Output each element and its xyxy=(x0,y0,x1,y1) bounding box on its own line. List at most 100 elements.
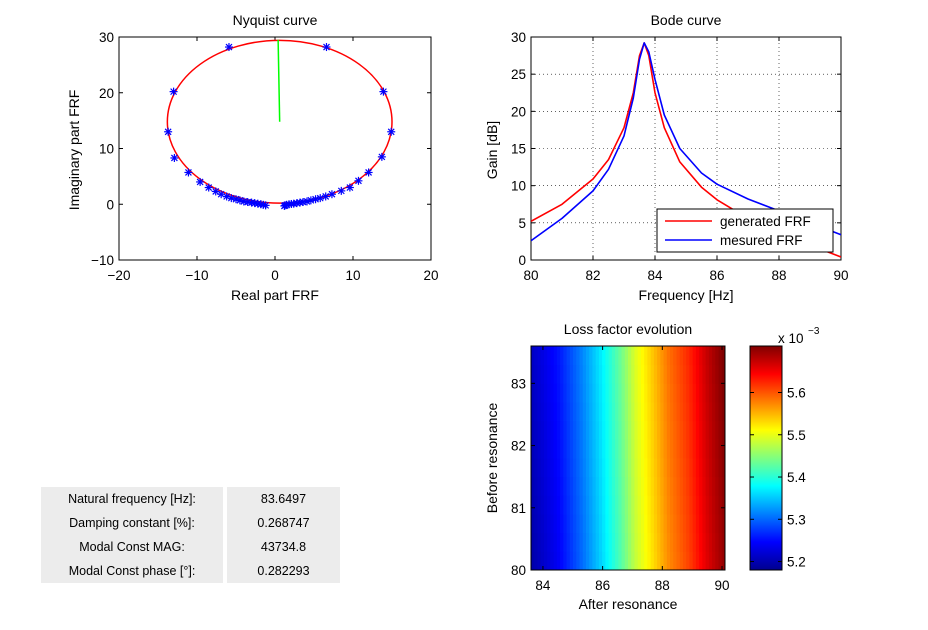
heatmap-cell xyxy=(644,346,648,366)
heatmap-cell xyxy=(660,458,665,478)
heatmap-cell xyxy=(628,532,632,552)
x-tick-label: 20 xyxy=(423,268,438,283)
heatmap-cell xyxy=(673,383,677,403)
heatmap-cell xyxy=(582,551,587,571)
marker-stroke xyxy=(262,201,270,209)
measured-point-marker xyxy=(204,183,213,192)
heatmap-cell xyxy=(628,514,632,534)
heatmap-cell xyxy=(637,364,642,384)
heatmap-cell xyxy=(598,514,603,534)
heatmap-cell xyxy=(628,402,632,422)
heatmap-cell xyxy=(592,346,597,366)
heatmap-cell xyxy=(585,402,590,422)
heatmap-cell xyxy=(699,439,703,459)
heatmap-cell xyxy=(605,439,610,459)
heatmap-cell xyxy=(712,346,716,366)
heatmap-cell xyxy=(540,532,545,552)
heatmap-cell xyxy=(547,551,551,571)
heatmap-cell xyxy=(566,458,571,478)
heatmap-cell xyxy=(540,383,545,403)
heatmap-cell xyxy=(621,495,626,515)
heatmap-cell xyxy=(618,551,623,571)
heatmap-cell xyxy=(621,402,626,422)
heatmap-cell xyxy=(556,532,561,552)
heatmap-cell xyxy=(589,420,593,440)
heatmap-cell xyxy=(705,364,710,384)
heatmap-cell xyxy=(640,402,645,422)
heatmap-cell xyxy=(592,495,597,515)
heatmap-cell xyxy=(602,346,606,366)
heatmap-xlabel: After resonance xyxy=(579,596,678,612)
heatmap-cell xyxy=(608,476,613,496)
heatmap-cell xyxy=(598,476,603,496)
heatmap-cell xyxy=(563,364,568,384)
heatmap-cell xyxy=(621,346,626,366)
heatmap-cell xyxy=(550,476,555,496)
heatmap-cell xyxy=(637,458,642,478)
heatmap-cell xyxy=(621,551,626,571)
info-value: 0.282293 xyxy=(227,559,340,583)
heatmap-cell xyxy=(715,514,720,534)
heatmap-cell xyxy=(660,551,665,571)
heatmap-cell xyxy=(640,439,645,459)
heatmap-cell xyxy=(573,439,577,459)
heatmap-cell xyxy=(624,514,629,534)
heatmap-cell xyxy=(560,439,564,459)
heatmap-cell xyxy=(615,439,619,459)
y-tick-label: 30 xyxy=(511,30,526,45)
y-tick-label: 81 xyxy=(511,501,526,516)
heatmap-cell xyxy=(582,364,587,384)
heatmap-cell xyxy=(611,514,616,534)
heatmap-cell xyxy=(540,346,545,366)
heatmap-cell xyxy=(602,458,606,478)
heatmap-cell xyxy=(692,476,697,496)
bode-plot: Bode curve 80 82 84 86 88 90 0 5 10 15 20 25 30 gene… xyxy=(484,12,849,303)
heatmap-cell xyxy=(712,420,716,440)
heatmap-cell xyxy=(637,402,642,422)
heatmap-cell xyxy=(631,439,635,459)
heatmap-cell xyxy=(569,551,574,571)
heatmap-cell xyxy=(595,551,600,571)
heatmap-cell xyxy=(531,495,535,515)
heatmap-title: Loss factor evolution xyxy=(564,321,692,337)
heatmap-cell xyxy=(637,439,642,459)
heatmap-cell xyxy=(608,383,613,403)
heatmap-cell xyxy=(692,495,697,515)
heatmap-cell xyxy=(637,383,642,403)
heatmap-cell xyxy=(543,402,548,422)
heatmap-cell xyxy=(553,495,558,515)
heatmap-cell xyxy=(660,439,665,459)
heatmap-cell xyxy=(608,439,613,459)
heatmap-cell xyxy=(640,383,645,403)
heatmap-cell xyxy=(534,532,538,552)
heatmap-cell xyxy=(534,383,538,403)
heatmap-cell xyxy=(721,383,726,403)
heatmap-cell xyxy=(579,439,584,459)
heatmap-cell xyxy=(618,495,623,515)
heatmap-cell xyxy=(657,364,661,384)
heatmap-cell xyxy=(721,532,726,552)
heatmap-cell xyxy=(640,420,645,440)
measured-point-marker xyxy=(327,190,336,199)
heatmap-cell xyxy=(540,551,545,571)
heatmap-cell xyxy=(589,458,593,478)
heatmap-cell xyxy=(611,458,616,478)
heatmap-cell xyxy=(673,514,677,534)
heatmap-cell xyxy=(563,532,568,552)
heatmap-cell xyxy=(682,514,687,534)
x-tick-label: −10 xyxy=(186,268,209,283)
heatmap-cell xyxy=(699,402,703,422)
heatmap-cell xyxy=(676,346,681,366)
heatmap-cell xyxy=(573,346,577,366)
heatmap-cell xyxy=(615,551,619,571)
heatmap-cell xyxy=(686,420,690,440)
heatmap-cell xyxy=(576,346,580,366)
heatmap-cell xyxy=(634,364,639,384)
heatmap-cell xyxy=(569,364,574,384)
heatmap-cell xyxy=(686,495,690,515)
heatmap-cell xyxy=(705,458,710,478)
heatmap-cell xyxy=(589,495,593,515)
heatmap-cell xyxy=(566,551,571,571)
heatmap-cell xyxy=(585,495,590,515)
heatmap-cell xyxy=(624,420,629,440)
